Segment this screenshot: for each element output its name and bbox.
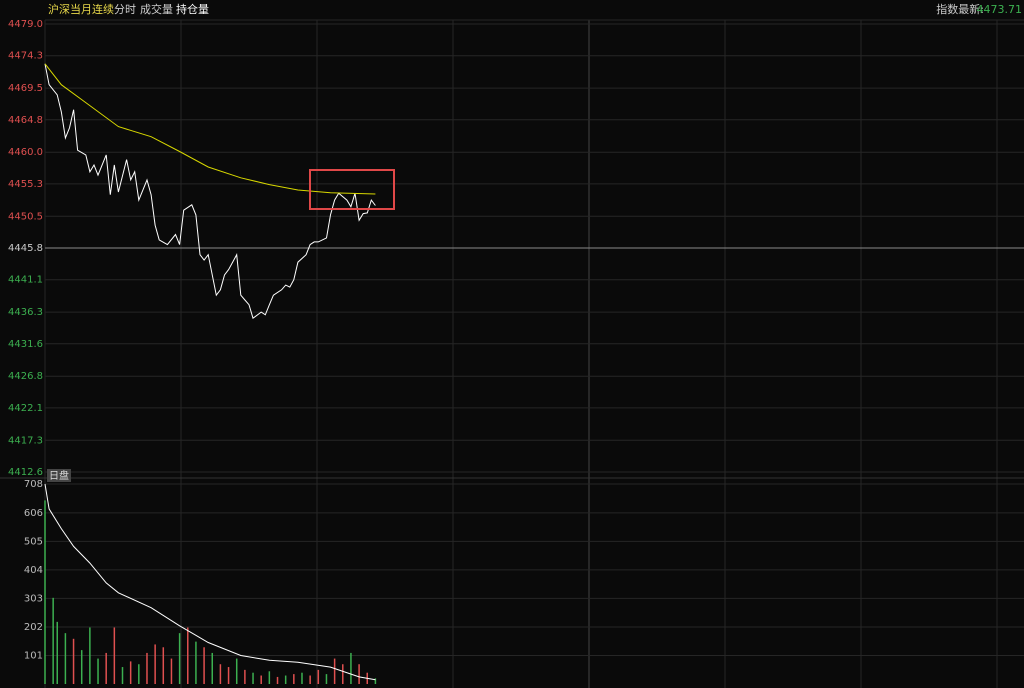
volume-bar — [195, 641, 197, 684]
y-tick-label: 4455.3 — [8, 179, 43, 190]
y-tick-label: 4450.5 — [8, 211, 43, 222]
volume-bar — [72, 638, 75, 684]
y-tick-label: 4479.0 — [8, 19, 43, 30]
y-tick-label: 4464.8 — [8, 115, 43, 126]
volume-bar — [121, 667, 124, 684]
volume-bar — [350, 652, 352, 684]
y-tick-label: 202 — [24, 622, 43, 633]
price-line — [44, 63, 376, 195]
index-value: 4473.71 — [977, 3, 1023, 16]
y-tick-label: 4412.6 — [8, 467, 43, 478]
volume-bar — [162, 647, 165, 684]
volume-bar — [219, 664, 222, 684]
volume-line — [44, 483, 376, 681]
session-badge — [47, 469, 71, 482]
y-tick-label: 606 — [24, 508, 43, 519]
volume-bar — [80, 650, 83, 684]
volume-bar — [170, 658, 173, 684]
y-tick-label: 404 — [24, 565, 43, 576]
volume-bar — [227, 667, 230, 684]
volume-bar — [252, 672, 254, 684]
volume-bar — [44, 500, 46, 684]
volume-bar — [146, 652, 148, 684]
volume-bar — [325, 674, 328, 684]
volume-bar — [235, 658, 238, 684]
volume-bar — [97, 658, 99, 684]
volume-bar — [342, 664, 344, 684]
volume-bar — [374, 678, 377, 684]
volume-bar — [138, 664, 140, 684]
price-line — [44, 63, 376, 320]
session-label: 日盘 — [49, 469, 69, 482]
volume-bar — [105, 652, 107, 684]
y-tick-label: 4431.6 — [8, 339, 43, 350]
volume-bar — [113, 627, 116, 684]
volume-bar — [56, 621, 58, 684]
volume-bar — [187, 627, 189, 684]
volume-bar — [301, 672, 303, 684]
volume-bar — [52, 597, 54, 684]
volume-bar — [333, 658, 336, 684]
y-tick-label: 303 — [24, 593, 43, 604]
grid — [0, 19, 1024, 688]
volume-bar — [89, 627, 91, 684]
y-tick-label: 4426.8 — [8, 371, 43, 382]
volume-bar — [129, 661, 132, 684]
volume-bar — [358, 664, 360, 684]
volume-bar — [178, 633, 181, 684]
volume-bar — [276, 676, 279, 684]
y-tick-label: 4422.1 — [8, 403, 43, 414]
volume-bar — [211, 652, 213, 684]
y-tick-label: 4445.8 — [8, 243, 43, 254]
y-tick-label: 101 — [24, 650, 43, 661]
volume-bar — [268, 671, 271, 684]
y-tick-label: 4441.1 — [8, 275, 43, 286]
volume-bar — [64, 633, 67, 684]
y-tick-label: 505 — [24, 536, 43, 547]
volume-bar — [309, 675, 311, 684]
volume-bar — [203, 647, 205, 684]
volume-bar — [284, 675, 287, 684]
y-tick-label: 4436.3 — [8, 307, 43, 318]
y-tick-label: 708 — [24, 479, 43, 490]
volume-bar — [154, 644, 156, 684]
y-tick-label: 4469.5 — [8, 83, 43, 94]
volume-bar — [317, 669, 320, 684]
chart-title: 沪深当月连续 — [48, 2, 114, 16]
volume-bar — [244, 669, 246, 684]
highlight-box — [309, 169, 395, 210]
y-tick-label: 4417.3 — [8, 435, 43, 446]
tab[interactable]: 成交量 — [140, 2, 173, 16]
y-tick-label: 4460.0 — [8, 147, 43, 158]
index-label: 指数最新: — [936, 2, 984, 16]
tab[interactable]: 持仓量 — [176, 2, 209, 16]
volume-bar — [260, 675, 262, 684]
volume-bar — [293, 674, 295, 684]
y-tick-label: 4474.3 — [8, 51, 43, 62]
tab[interactable]: 分时 — [114, 3, 136, 16]
